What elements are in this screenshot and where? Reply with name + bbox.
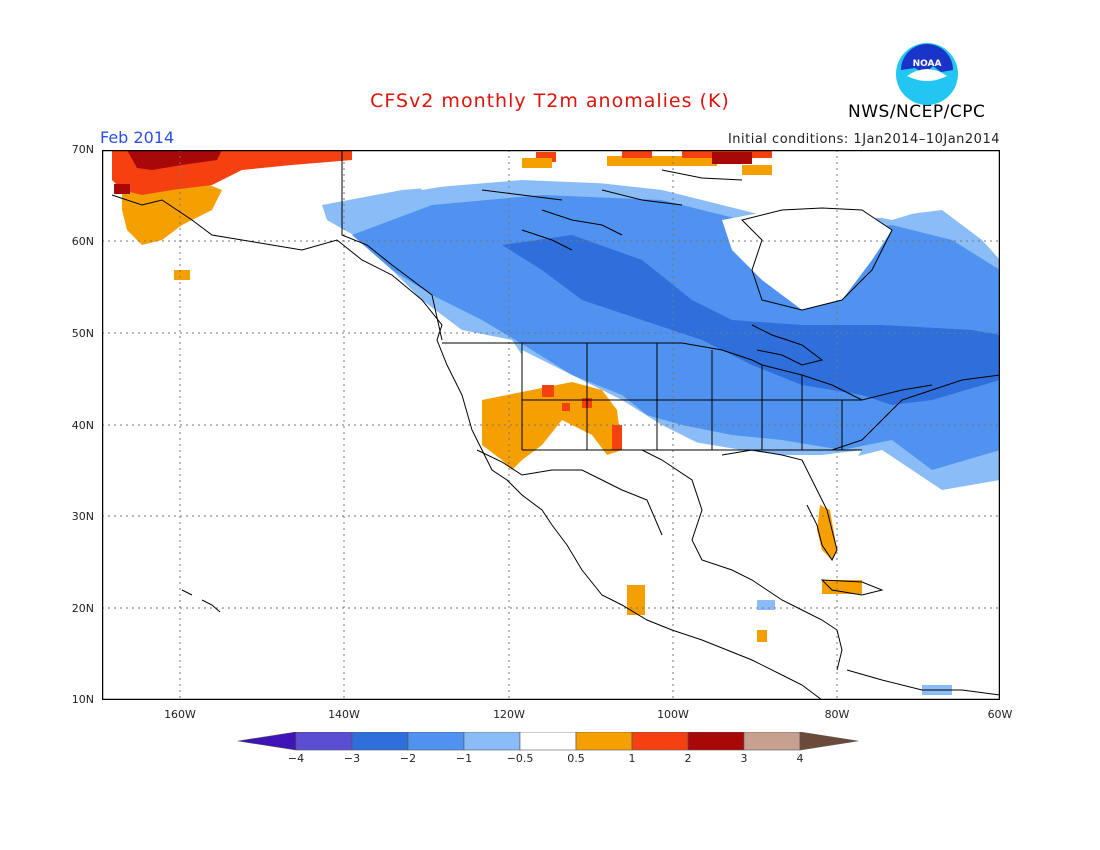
- political-borders: [341, 150, 933, 536]
- neutral-arctic: [402, 155, 1000, 220]
- colorbar: [238, 732, 859, 751]
- colorbar-label: −4: [287, 752, 305, 765]
- lon-label-140w: 140W: [328, 708, 360, 721]
- graticule: [102, 150, 1000, 700]
- lon-label-100w: 100W: [657, 708, 689, 721]
- colorbar-segment: [631, 732, 689, 751]
- very-hot-alaska: [127, 150, 222, 170]
- warm-florida: [817, 505, 837, 560]
- lat-label-10n: 10N: [71, 693, 94, 706]
- colorbar-label: 4: [796, 752, 804, 765]
- map-frame: [102, 150, 1000, 700]
- coastlines: [111, 169, 1000, 700]
- colorbar-segment: [407, 732, 465, 751]
- lon-label-120w: 120W: [493, 708, 525, 721]
- colorbar-label: −0.5: [506, 752, 534, 765]
- anomaly-map: [102, 150, 1000, 700]
- lon-label-60w: 60W: [987, 708, 1013, 721]
- lat-label-70n: 70N: [71, 143, 94, 156]
- lon-label-80w: 80W: [824, 708, 850, 721]
- lat-label-50n: 50N: [71, 327, 94, 340]
- chart-title: CFSv2 monthly T2m anomalies (K): [370, 90, 730, 112]
- colorbar-segment: [575, 732, 633, 751]
- colorbar-segment: [743, 732, 801, 751]
- colorbar-segment: [463, 732, 521, 751]
- colorbar-segment: [519, 732, 577, 751]
- colorbar-arrow-high: [799, 732, 859, 751]
- lat-label-60n: 60N: [71, 235, 94, 248]
- neutral-south: [522, 350, 862, 490]
- lat-label-30n: 30N: [71, 510, 94, 523]
- valid-month-label: Feb 2014: [100, 128, 175, 147]
- colorbar-segment: [687, 732, 745, 751]
- colorbar-label: 3: [740, 752, 748, 765]
- colorbar-label: 2: [684, 752, 692, 765]
- colorbar-segment: [351, 732, 409, 751]
- colorbar-segment: [295, 732, 353, 751]
- noaa-logo: NOAA: [896, 43, 958, 105]
- logo-text: NOAA: [913, 59, 942, 69]
- colorbar-arrow-low: [238, 732, 297, 751]
- very-hot-alaska-west: [114, 184, 130, 194]
- anomaly-fields: [112, 150, 1000, 695]
- neutral-hudson: [722, 205, 892, 310]
- colorbar-label: −3: [343, 752, 361, 765]
- colorbar-label: −2: [399, 752, 417, 765]
- initial-conditions-label: Initial conditions: 1Jan2014–10Jan2014: [727, 132, 1000, 147]
- cold-strong-region: [502, 235, 1000, 405]
- lat-label-20n: 20N: [71, 602, 94, 615]
- colorbar-label: 0.5: [567, 752, 585, 765]
- colorbar-label: 1: [628, 752, 636, 765]
- agency-label: NWS/NCEP/CPC: [848, 102, 986, 122]
- colorbar-label: −1: [455, 752, 473, 765]
- lon-label-160w: 160W: [164, 708, 196, 721]
- lat-label-40n: 40N: [71, 419, 94, 432]
